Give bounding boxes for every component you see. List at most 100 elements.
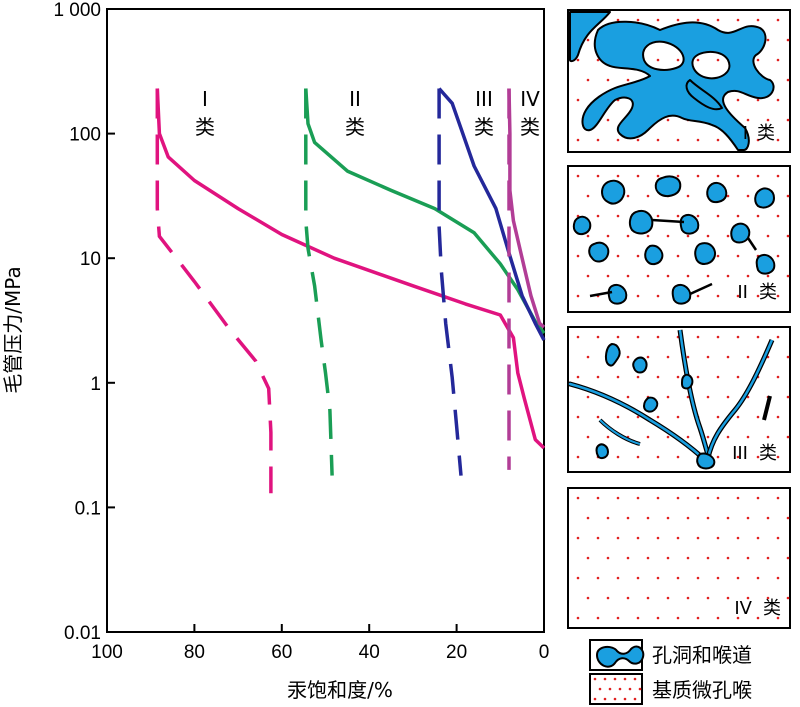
series-label-numeral: II xyxy=(349,87,361,111)
micropore-dot xyxy=(736,335,740,339)
micropore-dot xyxy=(606,274,610,278)
micropore-dot xyxy=(766,38,770,42)
micropore-dot xyxy=(696,58,700,62)
micropore-dot xyxy=(586,516,590,520)
micropore-dot xyxy=(613,697,617,701)
micropore-dot xyxy=(756,138,760,142)
micropore-dot xyxy=(776,214,780,218)
micropore-dot xyxy=(656,375,660,379)
micropore-dot xyxy=(786,395,790,399)
micropore-dot xyxy=(616,455,620,459)
micropore-dot xyxy=(726,516,730,520)
micropore-dot xyxy=(716,254,720,258)
micropore-dot xyxy=(606,596,610,600)
micropore-dot xyxy=(696,18,700,22)
panel-word: 类 xyxy=(757,123,775,144)
micropore-dot xyxy=(666,596,670,600)
micropore-dot xyxy=(676,174,680,178)
micropore-dot xyxy=(696,616,700,620)
micropore-dot xyxy=(576,455,580,459)
micropore-dot xyxy=(613,677,617,681)
micropore-dot xyxy=(616,254,620,258)
micropore-dot xyxy=(603,697,607,701)
micropore-dot xyxy=(676,455,680,459)
micropore-dot xyxy=(616,536,620,540)
micropore-dot xyxy=(636,536,640,540)
micropore-dot xyxy=(766,118,770,122)
micropore-dot xyxy=(686,516,690,520)
micropore-dot xyxy=(766,516,770,520)
micropore-dot xyxy=(606,78,610,82)
micropore-dot xyxy=(776,576,780,580)
micropore-dot xyxy=(666,435,670,439)
micropore-dot xyxy=(776,415,780,419)
micropore-dot xyxy=(586,234,590,238)
micropore-dot xyxy=(616,375,620,379)
micropore-dot xyxy=(606,234,610,238)
micropore-dot xyxy=(776,18,780,22)
micropore-dot xyxy=(736,294,740,298)
series-label-word: 类 xyxy=(520,115,540,139)
micropore-dot xyxy=(666,355,670,359)
y-tick-label: 10 xyxy=(80,249,101,270)
y-tick-label: 0.01 xyxy=(64,623,101,644)
micropore-dot xyxy=(756,496,760,500)
micropore-dot xyxy=(756,18,760,22)
micropore-dot xyxy=(716,616,720,620)
micropore-dot xyxy=(786,435,790,439)
micropore-dot xyxy=(696,294,700,298)
micropore-dot xyxy=(576,536,580,540)
micropore-dot xyxy=(638,687,642,691)
pore-network-shape xyxy=(569,11,775,151)
micropore-dot xyxy=(618,687,622,691)
micropore-dot xyxy=(726,234,730,238)
micropore-dot xyxy=(716,455,720,459)
micropore-dot xyxy=(716,174,720,178)
micropore-dot xyxy=(676,254,680,258)
micropore-dot xyxy=(736,455,740,459)
micropore-dot xyxy=(633,677,637,681)
micropore-dot xyxy=(623,697,627,701)
micropore-dot xyxy=(706,435,710,439)
micropore-dot xyxy=(736,214,740,218)
x-axis: 100 80 60 40 20 0 xyxy=(91,624,549,663)
micropore-dot xyxy=(666,234,670,238)
micropore-dot xyxy=(608,687,612,691)
micropore-dot xyxy=(596,375,600,379)
panel-word: 类 xyxy=(759,443,777,464)
micropore-dot xyxy=(576,174,580,178)
micropore-dot xyxy=(756,415,760,419)
micropore-dot xyxy=(746,516,750,520)
micropore-dot xyxy=(716,294,720,298)
micropore-dot xyxy=(576,576,580,580)
micropore-dot xyxy=(676,138,680,142)
micropore-dot xyxy=(786,596,790,600)
micropore-dot xyxy=(626,355,630,359)
micropore-dot xyxy=(786,234,790,238)
micropore-dot xyxy=(686,234,690,238)
micropore-dot xyxy=(656,455,660,459)
micropore-dot xyxy=(593,697,597,701)
micropore-dot xyxy=(756,576,760,580)
micropore-dot xyxy=(726,194,730,198)
micropore-dot xyxy=(596,415,600,419)
micropore-dot xyxy=(776,174,780,178)
micropore-dot xyxy=(716,214,720,218)
micropore-dot xyxy=(736,576,740,580)
micropore-dot xyxy=(786,556,790,560)
x-tick-label: 0 xyxy=(539,642,550,663)
micropore-dot xyxy=(576,375,580,379)
micropore-dot xyxy=(606,516,610,520)
series-label-numeral: IV xyxy=(520,87,540,111)
micropore-dot xyxy=(756,58,760,62)
micropore-dot xyxy=(586,38,590,42)
micropore-dot xyxy=(746,395,750,399)
micropore-dot xyxy=(646,435,650,439)
micropore-dot xyxy=(766,596,770,600)
micropore-dot xyxy=(696,536,700,540)
micropore-dot xyxy=(626,194,630,198)
micropore-dot xyxy=(626,596,630,600)
y-axis: 1 000 100 10 1 0.1 0.01 xyxy=(53,0,115,644)
y-axis-title: 毛管压力/MPa xyxy=(1,266,25,393)
